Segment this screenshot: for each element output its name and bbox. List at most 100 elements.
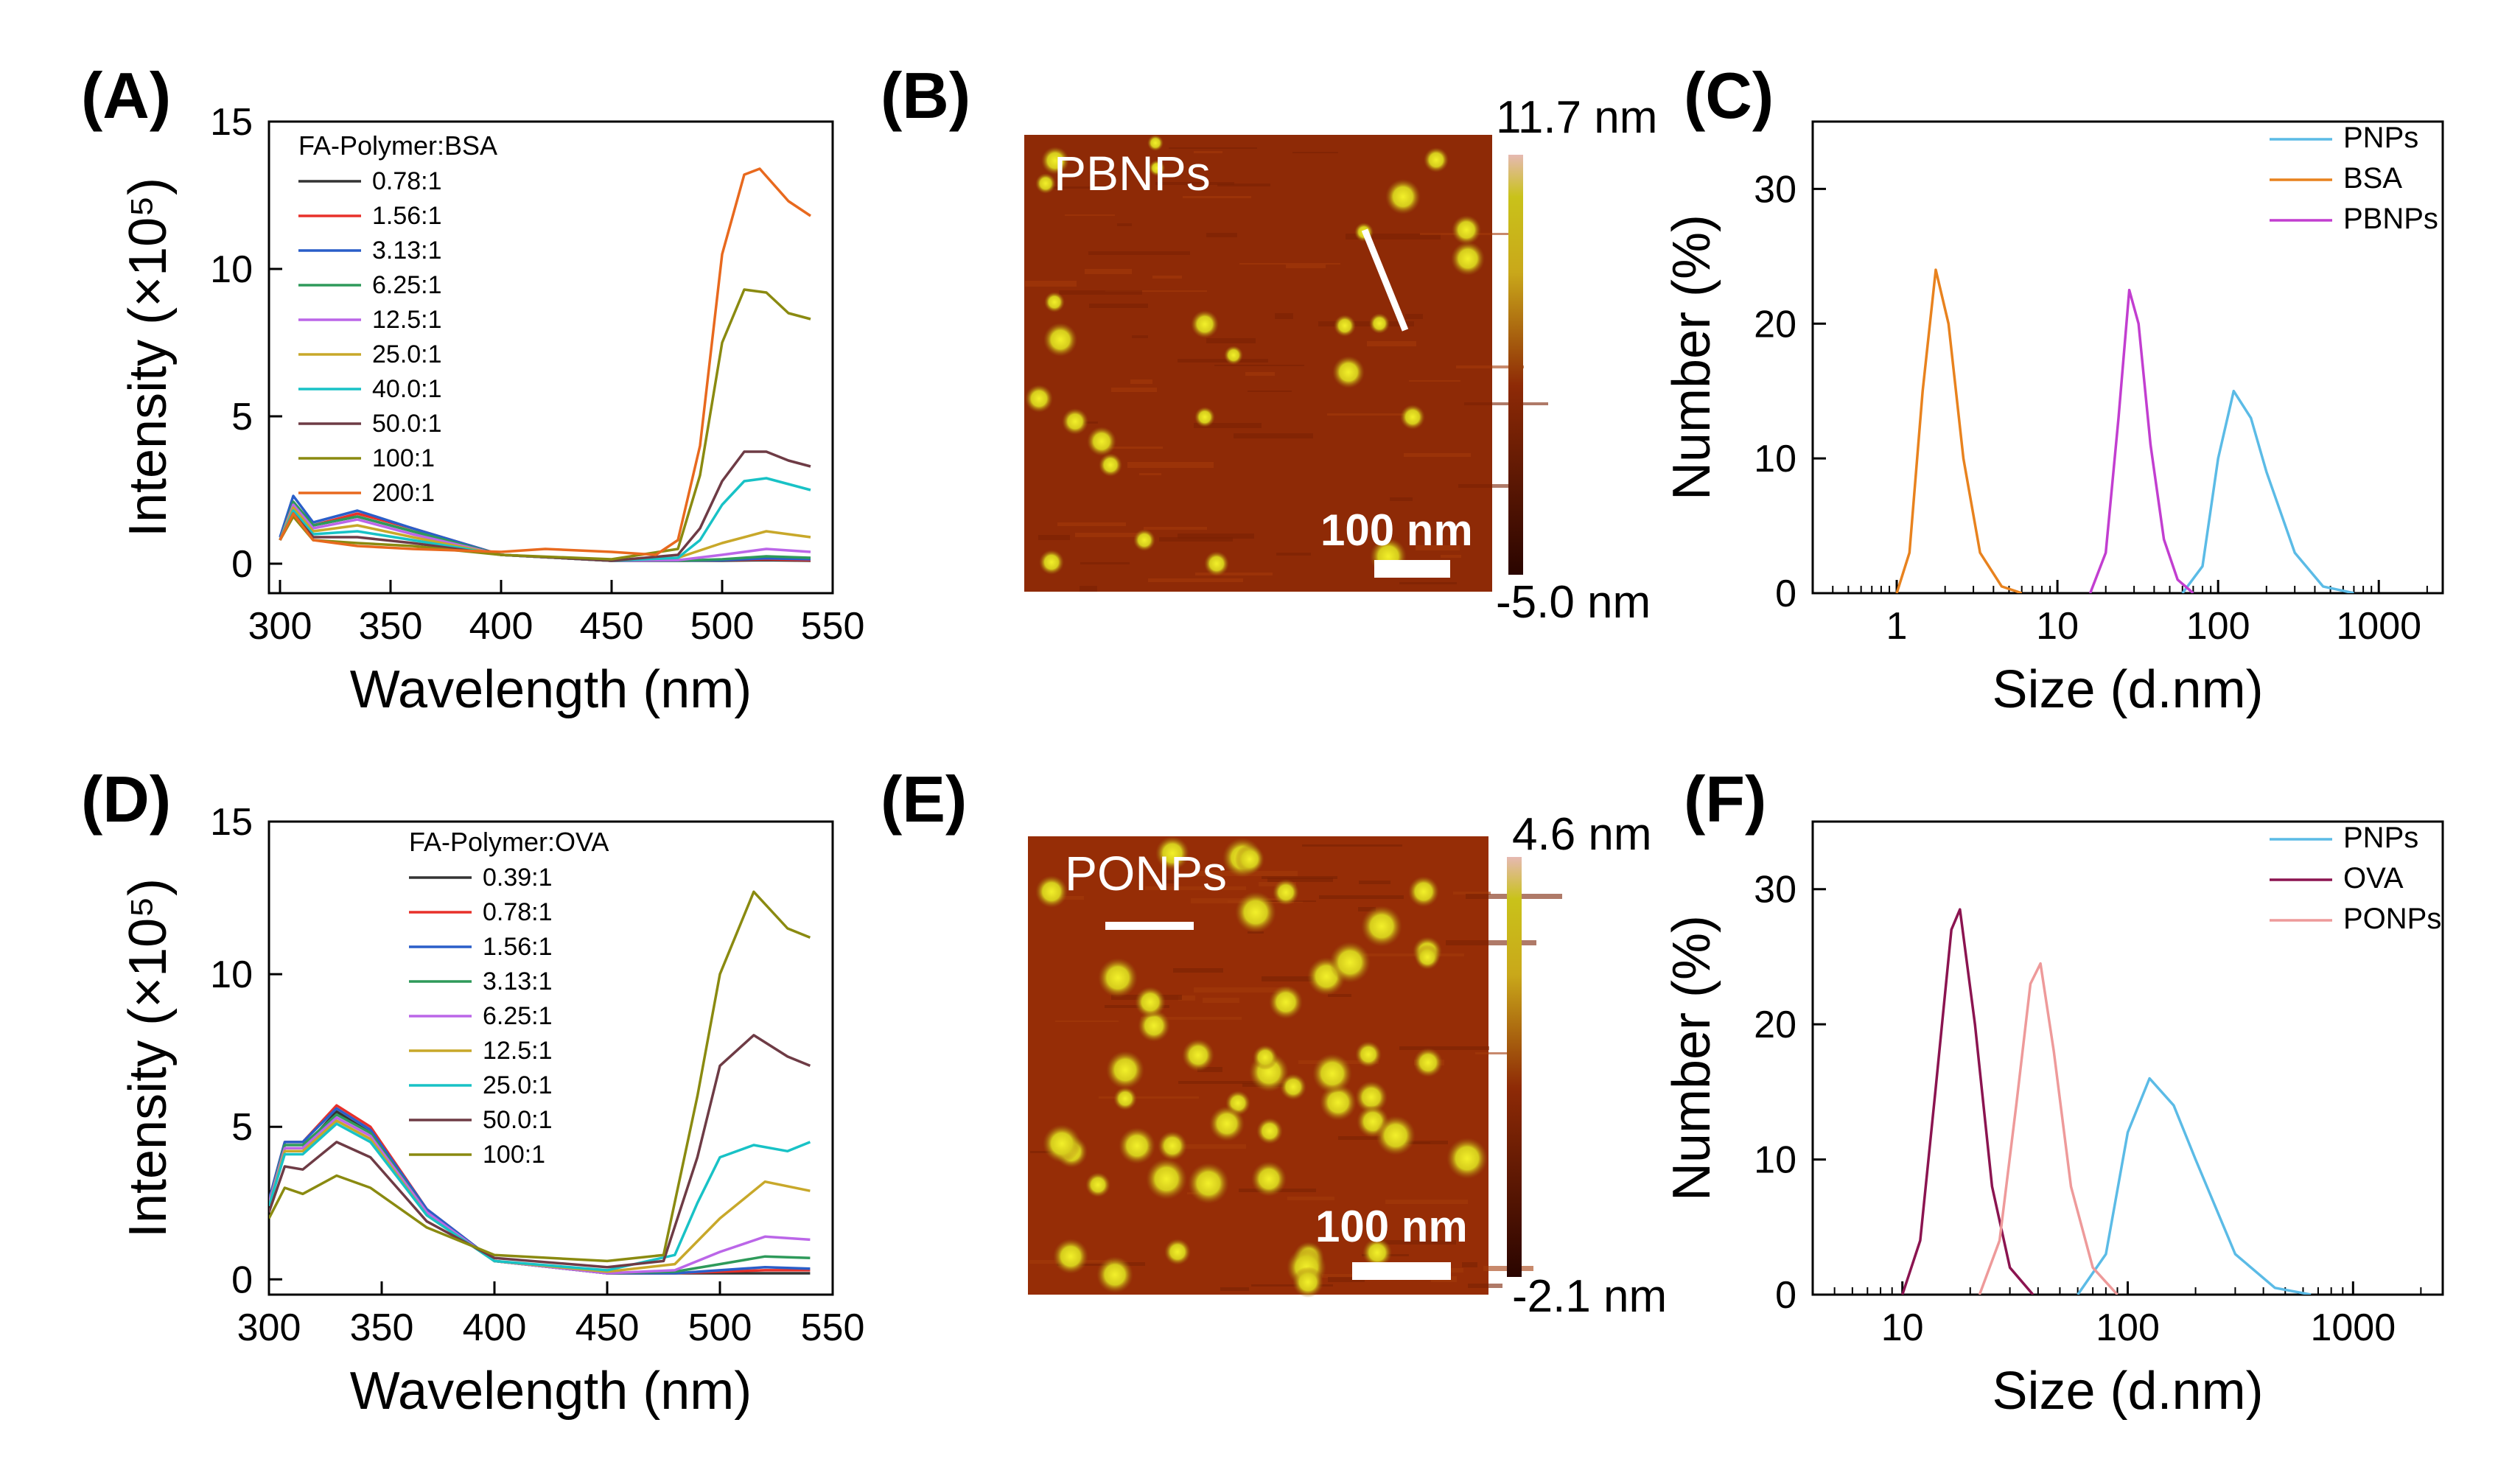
- afm-streak-b: [1409, 380, 1460, 382]
- afm-particle-b: [1334, 315, 1356, 337]
- afm-streak-e: [1158, 880, 1175, 883]
- afm-particle-b: [1332, 356, 1365, 388]
- afm-streak-e: [1054, 896, 1084, 900]
- afm-streak-e: [1468, 1284, 1502, 1288]
- legend-label-a-1: 1.56:1: [372, 202, 442, 230]
- afm-streak-b: [1109, 447, 1163, 449]
- afm-streak-e: [1262, 976, 1319, 981]
- panel-label-c: (C): [1684, 59, 1774, 132]
- afm-streak-b: [1214, 365, 1304, 366]
- y-axis-label-d: Intensity (×10⁵): [119, 878, 178, 1238]
- legend-label-a-8: 100:1: [372, 444, 435, 472]
- afm-streak-e: [1197, 1067, 1222, 1072]
- x-tick-label-c: 1: [1886, 605, 1908, 648]
- afm-streak-e: [1322, 1274, 1360, 1278]
- afm-colorbar-min-e: -2.1 nm: [1512, 1271, 1667, 1322]
- y-tick-label-a: 10: [210, 248, 253, 291]
- afm-streak-b: [1152, 276, 1182, 279]
- legend-label-a-3: 6.25:1: [372, 271, 442, 299]
- afm-particle-b: [1424, 147, 1449, 172]
- afm-streak-b: [1456, 365, 1524, 368]
- afm-particle-e: [1355, 1081, 1388, 1113]
- afm-streak-e: [1393, 1141, 1448, 1144]
- legend-label-f-1: OVA: [2343, 862, 2404, 895]
- afm-streak-b: [1089, 304, 1148, 308]
- afm-particle-e: [1119, 1127, 1155, 1164]
- afm-particle-e: [1146, 1158, 1187, 1200]
- afm-streak-b: [1127, 462, 1214, 468]
- legend-label-d-2: 1.56:1: [483, 933, 553, 961]
- legend-label-f-0: PNPs: [2343, 822, 2418, 854]
- afm-particle-e: [1098, 958, 1138, 998]
- y-tick-label-a: 15: [210, 101, 253, 144]
- series-line-a-9: [279, 167, 811, 556]
- afm-streak-e: [1173, 968, 1223, 973]
- y-tick-label-c: 10: [1754, 438, 1796, 480]
- afm-streak-b: [1275, 313, 1293, 319]
- afm-colorbar-e: [1507, 857, 1522, 1277]
- afm-streak-b: [1248, 391, 1292, 392]
- afm-colorbar-max-b: 11.7 nm: [1496, 92, 1657, 143]
- afm-particle-e: [1292, 1267, 1323, 1298]
- x-tick-label-c: 1000: [2336, 605, 2421, 648]
- afm-streak-e: [1267, 878, 1333, 882]
- afm-streak-b: [1194, 151, 1222, 153]
- afm-streak-e: [1302, 844, 1402, 847]
- x-tick-label-f: 100: [2096, 1306, 2160, 1349]
- afm-streak-b: [1286, 265, 1326, 268]
- afm-image-b: PBNPs 100 nm 11.7 nm -5.0 nm: [1024, 92, 1657, 628]
- afm-streak-b: [1075, 533, 1140, 537]
- legend-label-d-0: 0.39:1: [483, 864, 553, 892]
- panel-label-f: (F): [1684, 763, 1766, 836]
- afm-particle-e: [1182, 1039, 1214, 1071]
- afm-particle-b: [1224, 346, 1243, 365]
- legend-label-a-0: 0.78:1: [372, 167, 442, 195]
- y-tick-label-d: 0: [231, 1259, 253, 1301]
- afm-streak-b: [1080, 586, 1097, 592]
- afm-profile-line-e: [1105, 922, 1194, 930]
- afm-particle-e: [1085, 1172, 1110, 1197]
- afm-particle-b: [1191, 310, 1219, 338]
- afm-streak-e: [1262, 876, 1337, 879]
- afm-streak-b: [1040, 186, 1094, 189]
- x-tick-label-d: 450: [575, 1306, 640, 1349]
- afm-particle-e: [1280, 1074, 1306, 1100]
- legend-label-d-6: 25.0:1: [483, 1071, 553, 1099]
- series-line-c-2: [2088, 288, 2194, 593]
- afm-streak-b: [1346, 234, 1441, 239]
- series-line-f-0: [2077, 1077, 2312, 1295]
- afm-streak-b: [1390, 497, 1413, 501]
- y-tick-label-c: 0: [1775, 573, 1796, 615]
- x-tick-label-d: 400: [463, 1306, 527, 1349]
- afm-particle-e: [1235, 892, 1276, 933]
- afm-streak-e: [1145, 886, 1246, 890]
- y-tick-label-a: 0: [231, 543, 253, 586]
- afm-streak-b: [1132, 335, 1148, 338]
- afm-particle-e: [1106, 1051, 1144, 1089]
- x-axis-label-c: Size (d.nm): [1992, 660, 2263, 719]
- afm-streak-b: [1195, 573, 1273, 575]
- afm-particle-b: [1133, 529, 1155, 551]
- afm-streak-b: [1464, 402, 1548, 405]
- afm-particle-e: [1273, 879, 1299, 906]
- afm-colorbar-b: [1508, 155, 1523, 575]
- afm-particle-b: [1369, 313, 1390, 334]
- afm-particle-b: [1099, 453, 1122, 477]
- afm-particle-b: [1452, 215, 1481, 245]
- afm-streak-b: [1405, 314, 1423, 319]
- x-tick-label-c: 100: [2186, 605, 2250, 648]
- afm-streak-b: [1085, 269, 1132, 274]
- afm-streak-b: [1088, 251, 1190, 255]
- afm-sample-label-e: PONPs: [1065, 846, 1227, 900]
- afm-streak-b: [1148, 578, 1243, 582]
- y-tick-label-a: 5: [231, 396, 253, 438]
- afm-streak-e: [1178, 995, 1195, 1001]
- afm-particle-b: [1062, 408, 1088, 435]
- legend-label-d-5: 12.5:1: [483, 1037, 553, 1065]
- afm-particle-b: [1147, 135, 1164, 151]
- x-tick-label-d: 500: [688, 1306, 752, 1349]
- afm-particle-e: [1138, 1009, 1170, 1042]
- panel-label-d: (D): [81, 763, 171, 836]
- legend-label-d-8: 100:1: [483, 1141, 545, 1169]
